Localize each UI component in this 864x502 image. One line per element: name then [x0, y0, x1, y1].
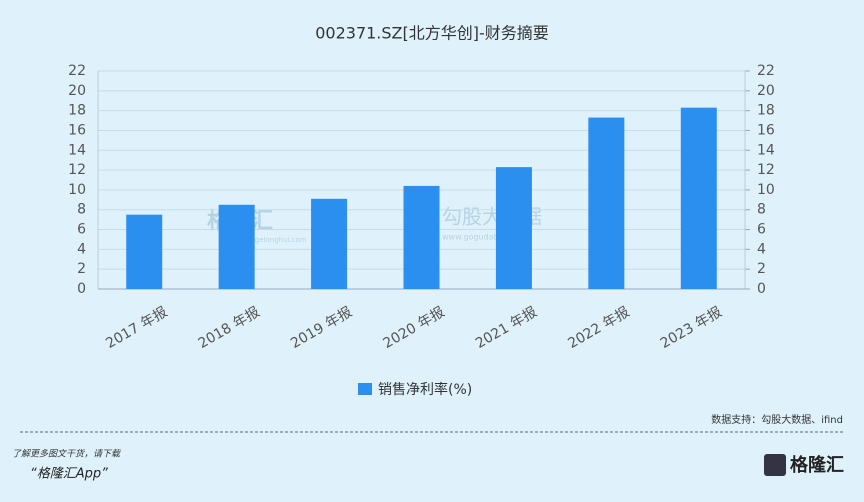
y-tick-label: 22	[68, 63, 86, 79]
y-tick-label: 2	[77, 261, 86, 277]
bar	[126, 214, 163, 289]
footer-app: “格隆汇App”	[30, 467, 108, 482]
bar	[311, 198, 348, 289]
y-tick-label: 18	[68, 103, 86, 119]
y2-tick-label: 12	[757, 162, 775, 178]
y2-tick-label: 2	[757, 261, 766, 277]
legend-swatch	[358, 383, 372, 395]
y2-tick-label: 22	[757, 63, 775, 79]
y2-tick-label: 18	[757, 103, 775, 119]
y2-tick-label: 6	[757, 222, 766, 238]
watermark: www.gogudata.com	[442, 233, 521, 242]
y2-tick-label: 4	[757, 241, 766, 257]
watermark: www.gelonghui.com	[236, 236, 307, 244]
source: 数据支持：勾股大数据、ifind	[711, 413, 843, 426]
y-tick-label: 8	[77, 202, 86, 218]
y-tick-label: 12	[68, 162, 86, 178]
bar	[218, 204, 255, 289]
legend-label: 销售净利率(%)	[378, 381, 472, 398]
y-tick-label: 10	[68, 182, 86, 198]
bar	[403, 185, 440, 289]
y2-tick-label: 16	[757, 122, 775, 138]
y-tick-label: 20	[68, 83, 86, 99]
y-tick-label: 16	[68, 122, 86, 138]
y2-tick-label: 14	[757, 142, 775, 158]
y2-tick-label: 8	[757, 202, 766, 218]
y2-tick-label: 10	[757, 182, 775, 198]
y-tick-label: 4	[77, 241, 86, 257]
y-tick-label: 14	[68, 142, 86, 158]
y-tick-label: 6	[77, 222, 86, 238]
logo: 格隆汇	[790, 454, 844, 476]
y2-tick-label: 0	[757, 281, 766, 297]
footer-text: 了解更多图文干货，请下载	[12, 449, 121, 460]
logo-icon	[764, 454, 786, 476]
chart-title: 002371.SZ[北方华创]-财务摘要	[315, 24, 549, 43]
bar	[680, 107, 717, 289]
bar	[495, 167, 532, 289]
bar	[588, 117, 625, 289]
y-tick-label: 0	[77, 281, 86, 297]
y2-tick-label: 20	[757, 83, 775, 99]
